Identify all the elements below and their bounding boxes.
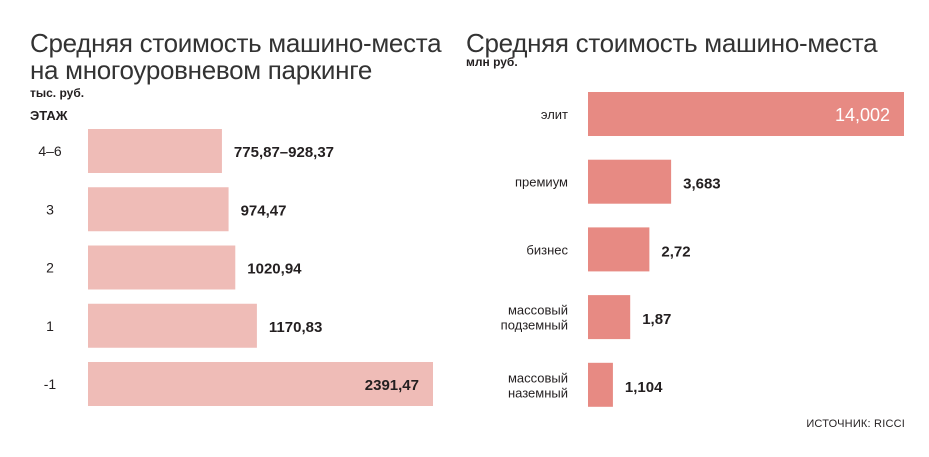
left-chart-title-line1: Средняя стоимость машино-места xyxy=(30,28,442,58)
left-category-label: 3 xyxy=(46,201,54,217)
left-chart-title-line2: на многоуровневом паркинге xyxy=(30,55,372,85)
left-chart-axis-header: ЭТАЖ xyxy=(30,108,68,123)
right-category-label: элит xyxy=(541,107,568,122)
left-value-label: 974,47 xyxy=(241,202,287,219)
left-chart-title: Средняя стоимость машино-места на многоу… xyxy=(30,28,442,85)
right-category-label: подземный xyxy=(501,318,568,333)
left-value-label: 1170,83 xyxy=(269,319,322,336)
right-category-label: наземный xyxy=(508,385,568,400)
right-value-label: 2,72 xyxy=(661,243,690,260)
left-chart-unit: тыс. руб. xyxy=(30,86,85,100)
left-bar xyxy=(88,303,257,348)
right-bar xyxy=(588,92,904,136)
left-value-label: 2391,47 xyxy=(365,377,419,394)
left-value-label: 775,87–928,37 xyxy=(234,144,334,161)
right-value-label: 1,87 xyxy=(642,311,671,328)
right-chart-title: Средняя стоимость машино-места xyxy=(466,28,878,58)
right-category-label: бизнес xyxy=(526,242,568,257)
left-bar xyxy=(88,187,229,232)
right-value-label: 1,104 xyxy=(625,379,663,396)
left-bar xyxy=(88,245,236,290)
left-category-label: 2 xyxy=(46,260,54,276)
left-bar xyxy=(88,129,222,173)
right-bar xyxy=(588,362,613,407)
right-bar xyxy=(588,159,672,204)
left-category-label: 1 xyxy=(46,318,54,334)
right-category-label: массовый xyxy=(508,370,568,385)
right-category-label: премиум xyxy=(515,175,568,190)
right-value-label: 14,002 xyxy=(835,105,890,125)
right-category-label: массовый xyxy=(508,303,568,318)
right-bar xyxy=(588,227,650,272)
source-note: ИСТОЧНИК: RICCI xyxy=(806,418,905,430)
right-chart-unit: млн руб. xyxy=(466,55,518,69)
left-value-label: 1020,94 xyxy=(247,261,302,278)
right-bar xyxy=(588,295,631,340)
left-category-label: 4–6 xyxy=(38,143,62,159)
right-value-label: 3,683 xyxy=(683,176,721,193)
left-bar xyxy=(88,362,433,406)
left-category-label: -1 xyxy=(44,376,57,392)
